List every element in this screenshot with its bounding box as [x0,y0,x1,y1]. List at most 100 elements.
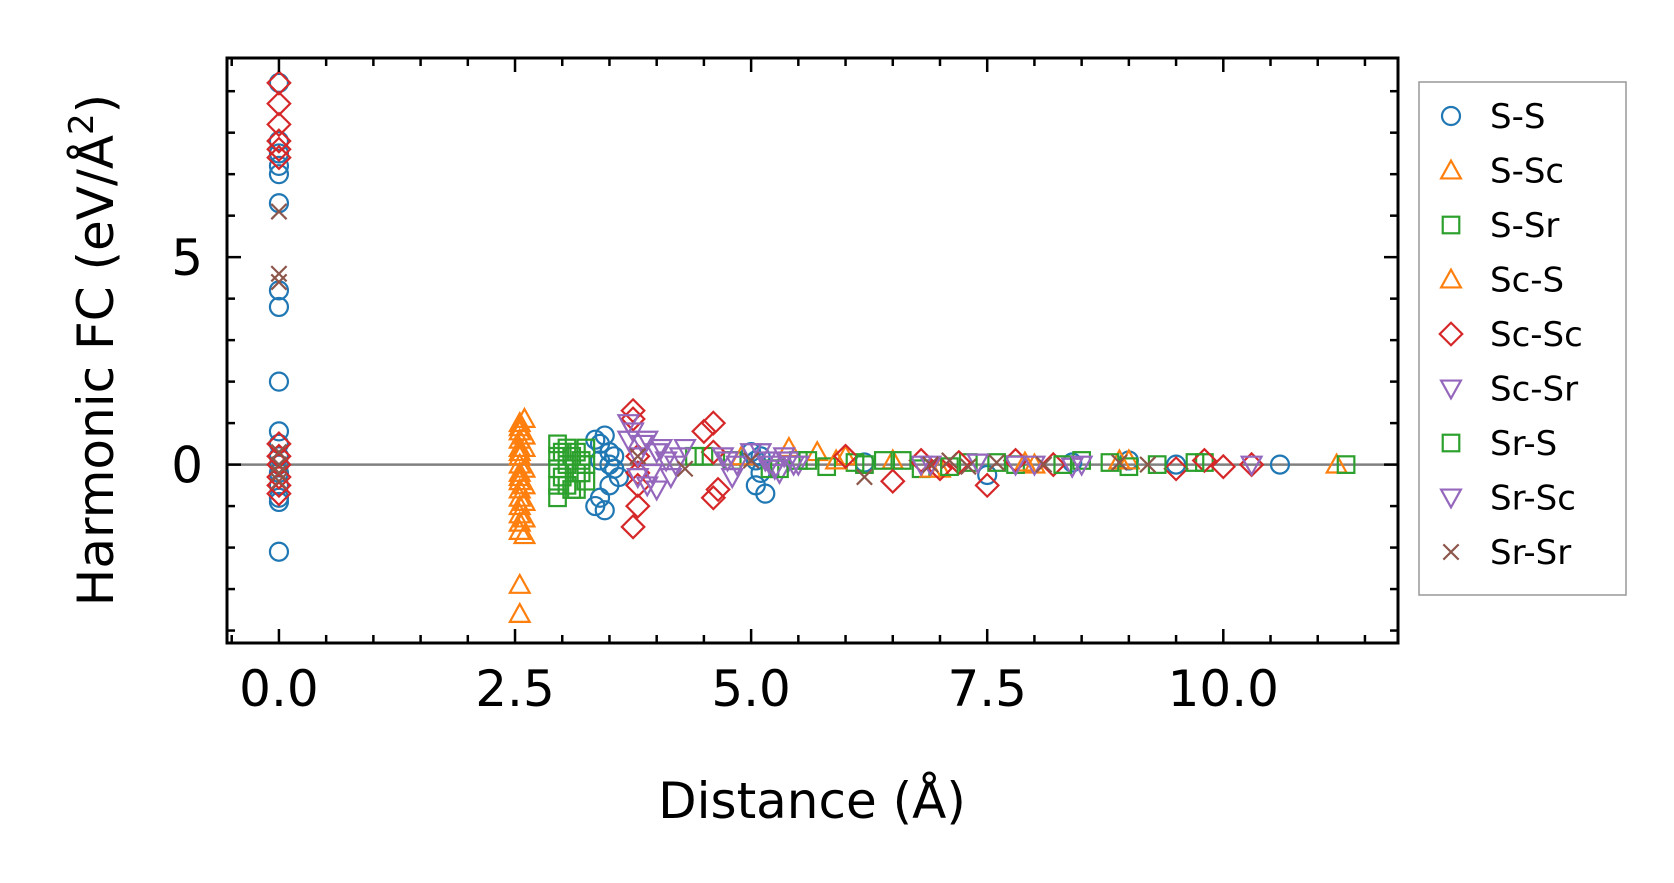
data-point [268,155,290,176]
data-point [599,454,620,475]
data-point [1210,453,1237,480]
tick-labels: 0.0 2.5 5.0 7.5 10.0 0 5 [171,229,1279,718]
data-point [620,397,646,424]
data-point [640,463,664,486]
legend-label: Sr-Sc [1490,479,1576,519]
legend-marker [1439,267,1463,289]
data-point [268,541,290,562]
data-point [268,296,290,318]
legend-label: S-Sc [1490,152,1564,192]
legend-marker [1439,158,1463,180]
data-point [767,463,792,486]
data-point [571,463,591,483]
x-tick-label: 0.0 [239,660,319,718]
data-point [268,143,290,164]
data-point [1053,455,1073,474]
legend-marker [1442,543,1460,561]
legend-item: Sc-S [1439,261,1564,301]
data-point [974,472,1001,499]
series-s-sr [548,434,1356,508]
data-point [594,500,615,521]
data-point [1191,447,1218,474]
series-sr-sc [621,422,1094,490]
data-point [266,464,292,490]
data-point [1165,454,1187,475]
legend-item: Sr-S [1441,424,1557,464]
data-point [855,455,874,474]
data-point [988,454,1006,471]
data-point [941,452,958,469]
data-point [1336,455,1356,474]
data-point [1110,454,1128,471]
legend-item: Sc-Sr [1439,370,1578,410]
data-point [720,468,744,490]
data-point [266,451,292,478]
data-point [1013,450,1037,472]
data-point [922,456,939,474]
data-point [649,438,674,461]
legend-item: S-Sc [1439,152,1564,192]
data-point [676,460,694,478]
legend-label: Sc-Sc [1490,315,1583,355]
plot-frame [225,56,1400,645]
legend-item: Sc-Sc [1438,315,1583,355]
data-point [268,371,290,392]
data-point [1003,455,1028,477]
data-point [270,273,288,291]
data-point [266,90,292,117]
data-point [270,472,288,490]
data-point [507,601,532,623]
data-point [654,451,678,473]
data-point [1069,455,1094,477]
data-point [620,514,646,540]
data-point [691,418,717,445]
legend-marker [1439,488,1463,510]
data-point [762,459,787,481]
data-point [1040,451,1067,478]
data-point [266,70,292,96]
data-point [1239,455,1264,477]
data-point [624,472,651,499]
data-point [507,572,532,594]
data-point [635,476,660,498]
legend-label: Sc-Sr [1490,370,1578,410]
data-point [629,447,647,465]
data-point [881,448,905,470]
data-point [873,451,893,470]
data-point [694,446,714,466]
data-point [700,484,727,511]
axis-ticks [227,58,1398,643]
x-tick-label: 2.5 [475,660,555,718]
y-axis-label-superscript: 2 [62,113,102,135]
data-point [755,483,776,504]
data-point [1022,455,1047,477]
data-point [266,443,292,470]
data-point [892,451,912,470]
data-point [270,464,288,482]
x-tick-label: 10.0 [1168,660,1279,718]
data-point [266,111,292,138]
data-point [1035,456,1053,474]
data-point [507,518,532,540]
data-point [268,491,290,513]
data-point [270,443,288,461]
data-point [742,452,760,469]
data-point [562,480,582,499]
data-point [1107,448,1132,470]
data-point [266,472,292,499]
legend-item: Sr-Sr [1442,533,1571,573]
data-point [626,447,650,469]
data-point [856,468,873,486]
data-point [512,522,537,545]
y-axis-label-close: ) [67,94,125,114]
data-point [507,510,532,532]
y-tick-label: 0 [171,437,203,495]
legend-marker [1439,379,1463,401]
data-point [668,447,693,469]
data-point [507,439,532,462]
legend-marker [1441,215,1461,235]
series-s-s [268,72,1291,562]
data-point [571,451,591,470]
data-point [781,455,806,477]
data-point [266,144,292,171]
